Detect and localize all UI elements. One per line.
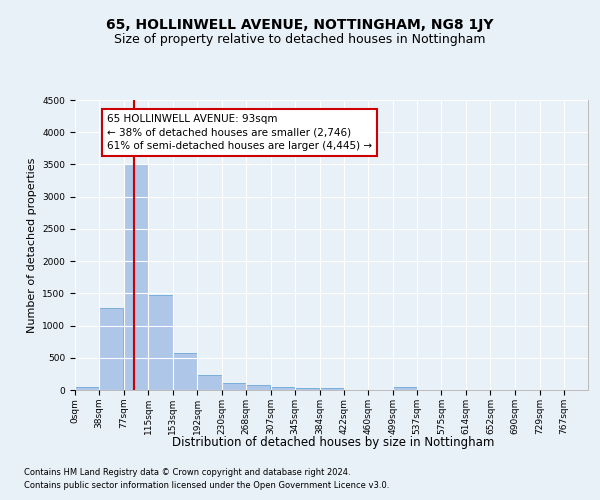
Bar bbox=[246, 385, 270, 390]
Y-axis label: Number of detached properties: Number of detached properties bbox=[27, 158, 37, 332]
Text: Contains public sector information licensed under the Open Government Licence v3: Contains public sector information licen… bbox=[24, 480, 389, 490]
Bar bbox=[197, 374, 221, 390]
Bar bbox=[221, 382, 246, 390]
Text: Size of property relative to detached houses in Nottingham: Size of property relative to detached ho… bbox=[114, 32, 486, 46]
Text: Distribution of detached houses by size in Nottingham: Distribution of detached houses by size … bbox=[172, 436, 494, 449]
Bar bbox=[393, 387, 417, 390]
Bar bbox=[124, 164, 148, 390]
Bar bbox=[173, 352, 197, 390]
Text: Contains HM Land Registry data © Crown copyright and database right 2024.: Contains HM Land Registry data © Crown c… bbox=[24, 468, 350, 477]
Bar bbox=[271, 387, 295, 390]
Bar bbox=[148, 296, 173, 390]
Bar bbox=[99, 308, 124, 390]
Bar bbox=[295, 388, 319, 390]
Text: 65 HOLLINWELL AVENUE: 93sqm
← 38% of detached houses are smaller (2,746)
61% of : 65 HOLLINWELL AVENUE: 93sqm ← 38% of det… bbox=[107, 114, 372, 150]
Text: 65, HOLLINWELL AVENUE, NOTTINGHAM, NG8 1JY: 65, HOLLINWELL AVENUE, NOTTINGHAM, NG8 1… bbox=[106, 18, 494, 32]
Bar bbox=[320, 388, 344, 390]
Bar bbox=[75, 387, 99, 390]
